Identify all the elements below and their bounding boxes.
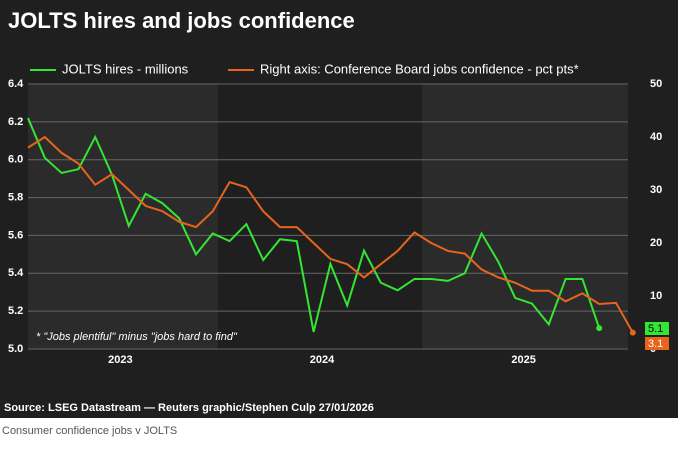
annotation: * "Jobs plentiful" minus "jobs hard to f…: [36, 331, 238, 343]
series-line: [27, 117, 601, 333]
x-tick-label: 2025: [511, 354, 535, 366]
y-tick-label: 5.8: [8, 191, 23, 203]
value-label-box: [645, 337, 669, 350]
y-tick-label: 5.0: [8, 343, 23, 355]
end-dot: [596, 325, 603, 332]
legend-label: Right axis: Conference Board jobs confid…: [260, 61, 579, 76]
y-tick-label: 5.4: [8, 267, 24, 279]
year-band: [422, 84, 628, 349]
end-dot: [629, 329, 636, 336]
y-tick-label: 6.0: [8, 154, 23, 166]
y-tick-label: 6.4: [8, 78, 24, 90]
x-tick-label: 2024: [310, 354, 335, 366]
year-band: [28, 84, 218, 349]
source: Source: LSEG Datastream — Reuters graphi…: [4, 402, 374, 414]
y2-tick-label: 40: [650, 131, 662, 143]
y2-tick-label: 30: [650, 184, 662, 196]
value-label: 3.1: [648, 338, 663, 350]
y2-tick-label: 10: [650, 290, 662, 302]
chart-title: JOLTS hires and jobs confidence: [8, 8, 355, 33]
value-label: 5.1: [648, 323, 663, 335]
value-label-box: [645, 322, 669, 335]
y2-tick-label: 50: [650, 78, 662, 90]
legend-label: JOLTS hires - millions: [62, 61, 189, 76]
series-line: [27, 135, 634, 334]
y-tick-label: 5.6: [8, 229, 23, 241]
x-tick-label: 2023: [108, 354, 132, 366]
y-tick-label: 6.2: [8, 116, 23, 128]
caption: Consumer confidence jobs v JOLTS: [2, 425, 177, 437]
y2-tick-label: 20: [650, 237, 662, 249]
y-tick-label: 5.2: [8, 305, 23, 317]
